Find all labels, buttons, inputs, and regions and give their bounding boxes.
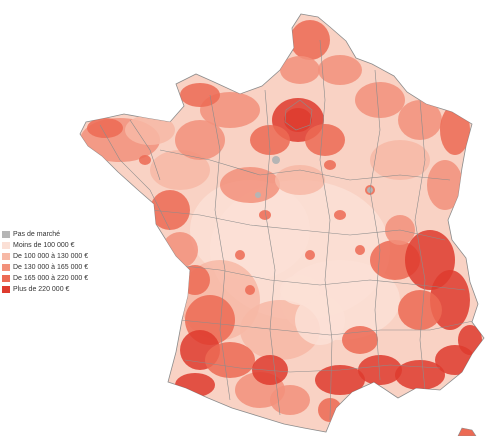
price-zone: [175, 120, 225, 160]
price-zone: [270, 385, 310, 415]
legend-swatch: [2, 286, 10, 293]
legend-item: Pas de marché: [2, 229, 88, 240]
price-zone: [275, 165, 325, 195]
legend-swatch: [2, 231, 10, 238]
price-zone: [87, 118, 123, 138]
price-zone: [398, 100, 442, 140]
no-market-zone: [255, 192, 261, 198]
price-zone: [139, 155, 151, 165]
price-zone: [190, 180, 310, 280]
legend-item: Plus de 220 000 €: [2, 284, 88, 295]
legend-label: Pas de marché: [13, 231, 61, 238]
price-zone: [280, 56, 320, 84]
price-zone: [318, 55, 362, 85]
price-zone: [280, 275, 320, 305]
price-zone: [180, 83, 220, 107]
price-zone: [205, 342, 255, 378]
price-zone: [305, 250, 315, 260]
map-legend: Pas de marché Moins de 100 000 € De 100 00…: [2, 229, 88, 295]
price-zone: [235, 250, 245, 260]
price-zone: [162, 232, 198, 268]
price-zone: [355, 82, 405, 118]
price-zone: [370, 140, 430, 180]
price-zone: [358, 355, 402, 385]
price-zone: [427, 160, 463, 210]
legend-swatch: [2, 275, 10, 282]
legend-label: De 100 000 à 130 000 €: [13, 253, 89, 260]
legend-label: Moins de 100 000 €: [13, 242, 75, 249]
department-boundaries: [99, 39, 479, 421]
no-market-zone: [272, 156, 280, 164]
price-zone: [150, 150, 210, 190]
price-zone: [259, 210, 271, 220]
legend-label: Plus de 220 000 €: [13, 286, 70, 293]
price-zone: [252, 355, 288, 385]
price-zone: [324, 160, 336, 170]
price-zone: [334, 210, 346, 220]
legend-label: De 165 000 à 220 000 €: [13, 275, 89, 282]
legend-item: De 165 000 à 220 000 €: [2, 273, 88, 284]
price-zone: [440, 105, 470, 155]
price-zone: [398, 290, 442, 330]
legend-swatch: [2, 253, 10, 260]
price-zone: [355, 245, 365, 255]
price-zone: [245, 285, 255, 295]
price-zone: [250, 125, 290, 155]
price-zone: [342, 326, 378, 354]
legend-item: De 100 000 à 130 000 €: [2, 251, 88, 262]
price-zone: [125, 115, 175, 145]
legend-item: Moins de 100 000 €: [2, 240, 88, 251]
price-zone: [290, 20, 330, 60]
price-zone: [150, 190, 190, 230]
legend-swatch: [2, 242, 10, 249]
price-zone: [284, 108, 312, 132]
legend-swatch: [2, 264, 10, 271]
price-zone: [180, 265, 210, 295]
price-zone: [220, 167, 280, 203]
corsica: [457, 427, 477, 436]
price-zone: [175, 373, 215, 397]
price-zone: [458, 325, 482, 355]
price-zones: [80, 20, 482, 422]
legend-label: De 130 000 à 165 000 €: [13, 264, 89, 271]
price-zone: [305, 124, 345, 156]
price-zone: [315, 365, 365, 395]
legend-item: De 130 000 à 165 000 €: [2, 262, 88, 273]
